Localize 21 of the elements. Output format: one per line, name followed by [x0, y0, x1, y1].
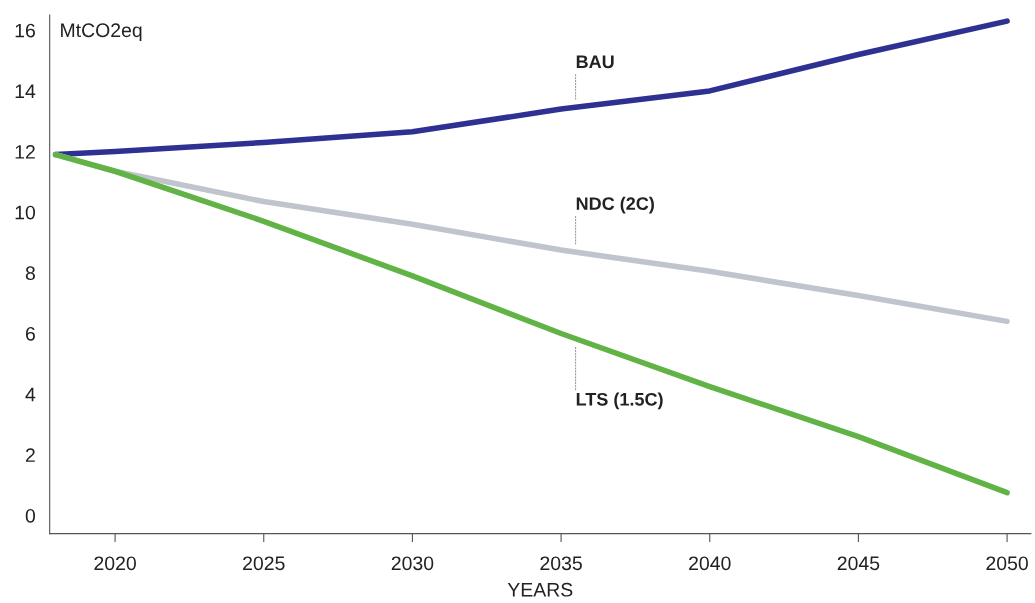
y-tick-label: 16: [15, 23, 35, 38]
x-tick-label: 2045: [837, 556, 880, 571]
y-tick-label: 6: [25, 326, 35, 341]
y-tick-label: 0: [25, 508, 36, 523]
x-tick-label: 2035: [540, 556, 582, 571]
x-tick-label: 2050: [986, 556, 1028, 571]
x-tick-label: 2025: [243, 556, 285, 571]
text: NDC (2C): [576, 196, 654, 214]
y-tick-label: 10: [15, 205, 36, 220]
y-tick-label: 12: [15, 145, 35, 159]
y-axis-title: MtCO2eq: [61, 23, 142, 41]
x-tick-label: 2040: [689, 556, 731, 571]
y-tick-label: 8: [25, 266, 35, 281]
y-tick-label: 14: [15, 84, 36, 98]
x-tick-label: 2020: [94, 556, 136, 571]
x-tick-label: 2030: [391, 556, 434, 571]
x-axis-title: YEARS: [507, 582, 573, 597]
y-tick-label: 2: [25, 448, 35, 462]
y-tick-label: 4: [25, 387, 36, 402]
series-label: LTS (1.5C): [576, 392, 663, 410]
series-label: BAU: [576, 55, 614, 69]
